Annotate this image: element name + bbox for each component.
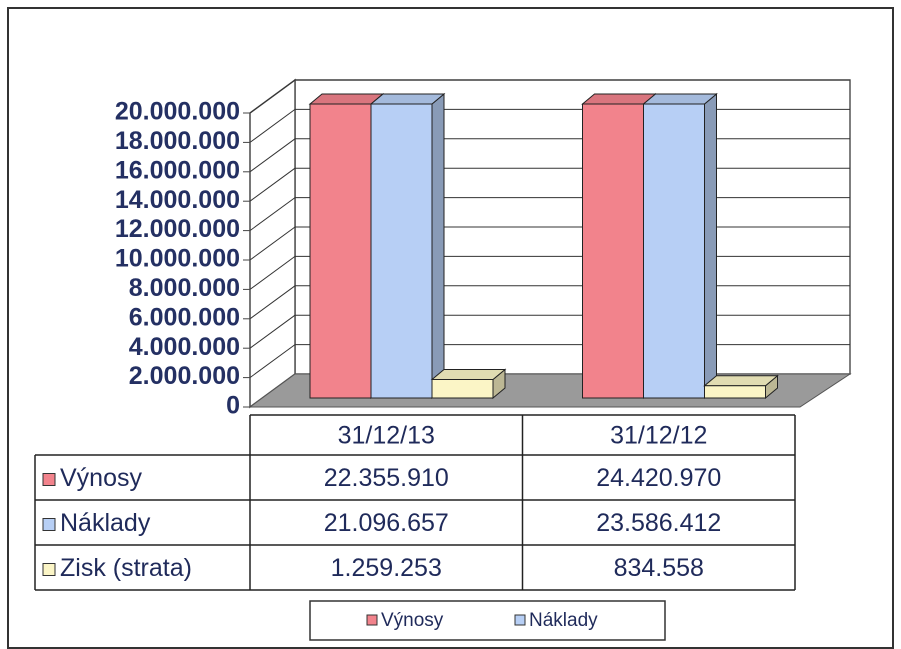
bar-face	[370, 103, 433, 399]
y-tick-label: 4.000.000	[129, 333, 240, 361]
bar-face	[643, 103, 705, 399]
legend-box	[309, 600, 666, 641]
y-tick-label: 14.000.000	[115, 186, 240, 214]
category-label: 31/12/12	[610, 422, 707, 450]
bar-face	[369, 93, 446, 105]
bar	[703, 374, 779, 400]
legend-key	[42, 563, 56, 576]
legend-key	[514, 614, 526, 626]
category-label: 31/12/13	[338, 422, 435, 450]
grid-line	[249, 285, 296, 320]
y-tick-label: 8.000.000	[129, 274, 240, 302]
bar	[642, 92, 718, 400]
bar	[369, 92, 446, 400]
y-tick-label: 16.000.000	[115, 156, 240, 184]
legend-label: Výnosy	[381, 610, 444, 631]
bar-face	[703, 375, 779, 387]
table-value: 23.586.412	[596, 509, 721, 537]
grid-line	[249, 138, 296, 173]
grid-line	[249, 197, 296, 232]
table-value: 1.259.253	[331, 554, 442, 582]
bar-face	[431, 92, 445, 400]
legend-key	[42, 518, 56, 531]
legend-key	[42, 473, 56, 486]
bar-face	[431, 378, 494, 399]
grid-line	[249, 108, 296, 143]
table-value: 24.420.970	[596, 464, 721, 492]
y-tick-label: 18.000.000	[115, 127, 240, 155]
legend-label: Náklady	[529, 610, 598, 631]
y-tick-label: 10.000.000	[115, 245, 240, 273]
y-tick-label: 2.000.000	[129, 362, 240, 390]
row-label: Náklady	[60, 509, 151, 537]
grid-line	[249, 167, 296, 202]
bar-face	[704, 92, 717, 400]
table-value: 834.558	[614, 554, 704, 582]
grid-line	[249, 79, 296, 114]
y-tick-label: 0	[226, 392, 240, 420]
bar	[430, 368, 507, 400]
table-value: 22.355.910	[324, 464, 449, 492]
y-tick-label: 6.000.000	[129, 303, 240, 331]
grid-line	[249, 344, 296, 379]
table-value: 21.096.657	[324, 509, 449, 537]
bar-face	[704, 385, 766, 399]
bar-face	[642, 93, 718, 105]
grid-line	[249, 255, 296, 290]
row-label: Zisk (strata)	[60, 554, 192, 582]
bar-face	[582, 103, 644, 399]
grid-line	[249, 314, 296, 349]
bar-face	[430, 368, 507, 380]
y-tick-label: 20.000.000	[115, 98, 240, 126]
bar-face	[309, 103, 372, 399]
legend-key	[366, 614, 378, 626]
row-label: Výnosy	[60, 464, 142, 492]
grid-line	[249, 226, 296, 261]
y-tick-label: 12.000.000	[115, 215, 240, 243]
